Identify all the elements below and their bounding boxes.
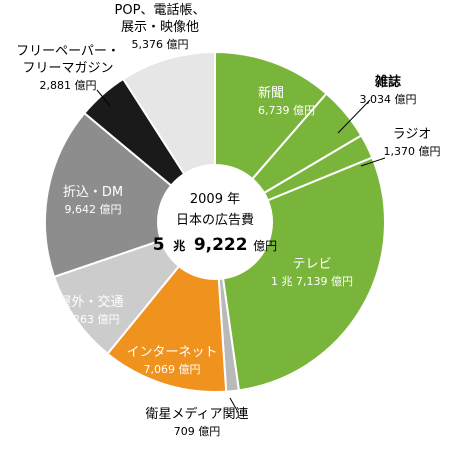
leader-line [360,157,386,167]
slice-value: 2,881 億円 [40,79,97,92]
center-total-cho-value: 5 [153,235,165,255]
slice-label: 衛星メディア関連 709 億円 [145,406,248,438]
leader-line [96,89,111,107]
center-total-oku-unit: 億円 [253,239,277,253]
center-title: 日本の広告費 [176,213,254,228]
leader-line [229,397,239,413]
slice-name: 衛星メディア関連 [145,406,248,422]
slice-label: 折込・DM 9,642 億円 [63,185,123,216]
slice-name: 屋外・交通 [58,294,123,310]
slice-label: テレビ 1 兆 7,139 億円 [271,257,353,288]
slice-value: 1 兆 7,139 億円 [271,275,353,288]
slice-label: フリーペーパー・フリーマガジン 2,881 億円 [16,44,120,92]
slice-value: 6,739 億円 [258,104,315,117]
slice-name: フリーマガジン [22,61,113,76]
slice-label: POP、電話帳、展示・映像他 5,376 億円 [115,2,206,51]
slice-name: ラジオ [393,127,432,142]
center-hole [157,164,273,280]
leader-line [337,99,371,134]
slice-name: 新聞 [258,85,284,101]
center-total-oku-value: 9,222 [194,235,248,255]
slice-name: テレビ [292,257,331,272]
slice-value: 5,263 億円 [63,313,120,326]
slice-label: インターネット 7,069 億円 [126,345,217,376]
slice-label: 雑誌 3,034 億円 [360,74,417,106]
slice-value: 9,642 億円 [65,203,122,216]
slice-name: 雑誌 [374,74,401,90]
slice-value: 5,376 億円 [132,38,189,51]
slice-label: 新聞 6,739 億円 [258,85,315,117]
slice-label: ラジオ 1,370 億円 [384,127,441,158]
slice-name: 展示・映像他 [121,20,199,35]
slice-label: 屋外・交通 5,263 億円 [58,294,123,326]
slice-name: フリーペーパー・ [16,44,120,59]
center-total: 5 兆 9,222 億円 [153,235,277,255]
center-total-cho-unit: 兆 [173,238,185,253]
leader-lines [96,89,386,413]
slice-name: POP、電話帳、 [115,2,206,18]
slice-value: 3,034 億円 [360,93,417,106]
center-year: 2009 年 [190,192,240,207]
slice-value: 1,370 億円 [384,145,441,158]
slice-value: 709 億円 [174,425,221,438]
slice-name: インターネット [126,345,217,360]
slice-value: 7,069 億円 [144,363,201,376]
slice-name: 折込・DM [63,185,123,200]
